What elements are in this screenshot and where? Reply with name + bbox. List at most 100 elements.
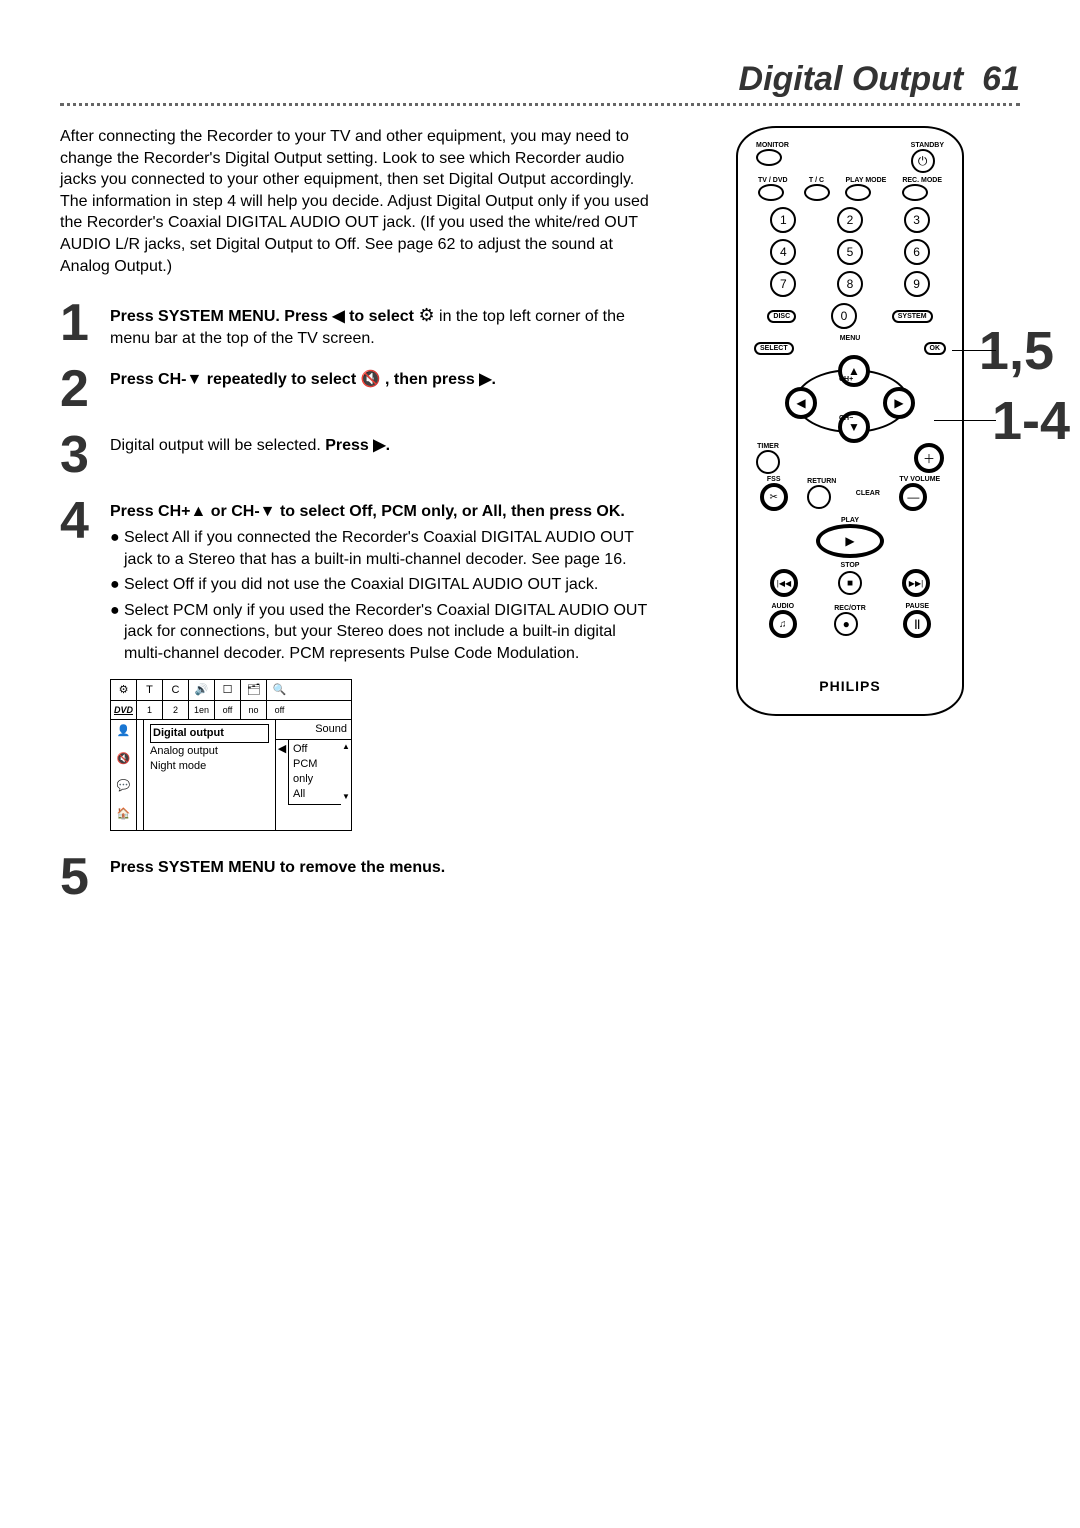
menu-right-2: All xyxy=(293,787,337,802)
digit-9-button[interactable]: 9 xyxy=(904,271,930,297)
callout-upper: 1,5 xyxy=(979,320,1054,382)
rec-button[interactable]: ● xyxy=(834,612,858,636)
menu-dvd-logo: DVD xyxy=(111,701,137,719)
rec-icon: ● xyxy=(843,617,850,631)
fss-label: FSS xyxy=(760,476,788,483)
digit-8-button[interactable]: 8 xyxy=(837,271,863,297)
menu-top-5: 🗂 xyxy=(241,680,267,701)
menu-top-4: ☐ xyxy=(215,680,241,701)
disc-button[interactable]: DISC xyxy=(767,310,796,323)
menu-right-arrow: ◀ xyxy=(276,740,288,804)
step-num-2: 2 xyxy=(60,363,110,415)
menu-top-1: T xyxy=(137,680,163,701)
step-4-bullet-2: Select PCM only if you used the Recorder… xyxy=(124,600,650,665)
digit-5-button[interactable]: 5 xyxy=(837,239,863,265)
fss-button[interactable]: ✂ xyxy=(760,483,788,511)
ch-minus-label: CH− xyxy=(839,415,853,422)
monitor-button[interactable] xyxy=(756,149,782,166)
step-num-1: 1 xyxy=(60,297,110,349)
play-icon xyxy=(845,534,854,548)
callout-line-upper xyxy=(952,350,996,351)
menu-side-3: 🏠 xyxy=(111,803,136,831)
title-text: Digital Output xyxy=(739,60,964,98)
stop-label: STOP xyxy=(750,562,950,569)
page-title: Digital Output 61 xyxy=(60,60,1020,99)
digit-6-button[interactable]: 6 xyxy=(904,239,930,265)
brand-label: PHILIPS xyxy=(750,678,950,694)
prev-icon: |◀◀ xyxy=(777,579,791,588)
menu-top2-6: off xyxy=(267,701,292,719)
recmode-label: REC. MODE xyxy=(902,177,942,184)
playmode-button[interactable] xyxy=(845,184,871,201)
step-5-bold: Press SYSTEM MENU to remove the menus. xyxy=(110,859,445,876)
menu-right-0: Off xyxy=(293,742,337,757)
timer-label: TIMER xyxy=(756,443,780,450)
down-arrow-icon xyxy=(848,420,860,434)
menu-top-6: 🔍 xyxy=(267,680,292,701)
recotr-label: REC/OTR xyxy=(834,605,866,612)
dpad: CH+ CH− xyxy=(785,359,915,439)
next-button[interactable]: ▶▶| xyxy=(902,569,930,597)
system-button[interactable]: SYSTEM xyxy=(892,310,933,323)
step-num-4: 4 xyxy=(60,495,110,664)
menu-side-1: 🔇 xyxy=(111,748,136,776)
recmode-button[interactable] xyxy=(902,184,928,201)
pause-icon: || xyxy=(914,619,920,630)
tv-dvd-button[interactable] xyxy=(758,184,784,201)
menu-top-3: 🔊 xyxy=(189,680,215,701)
step-num-5: 5 xyxy=(60,851,110,903)
digit-4-button[interactable]: 4 xyxy=(770,239,796,265)
menu-top-2: C xyxy=(163,680,189,701)
tv-volume-label: TV VOLUME xyxy=(899,476,940,483)
power-icon: ⏻ xyxy=(918,154,928,169)
audio-button[interactable]: ♫ xyxy=(769,610,797,638)
step-4-bold: Press CH+▲ or CH-▼ to select Off, PCM on… xyxy=(110,503,625,520)
standby-label: STANDBY xyxy=(911,142,944,149)
callout-line-lower xyxy=(934,420,996,421)
return-button[interactable] xyxy=(807,485,831,509)
stop-button[interactable]: ■ xyxy=(838,571,862,595)
dpad-left-button[interactable] xyxy=(785,387,817,419)
menu-label: MENU xyxy=(750,335,950,342)
ok-button[interactable]: OK xyxy=(924,342,947,355)
menu-center-1: Analog output xyxy=(150,744,269,759)
digit-3-button[interactable]: 3 xyxy=(904,207,930,233)
select-button[interactable]: SELECT xyxy=(754,342,794,355)
step-5: 5 Press SYSTEM MENU to remove the menus. xyxy=(60,851,650,903)
step-num-3: 3 xyxy=(60,429,110,481)
prev-button[interactable]: |◀◀ xyxy=(770,569,798,597)
digit-2-button[interactable]: 2 xyxy=(837,207,863,233)
step-1-bold: Press SYSTEM MENU. Press ◀ to select xyxy=(110,308,414,325)
callout-lower: 1-4 xyxy=(992,390,1070,452)
menu-center-2: Night mode xyxy=(150,759,269,774)
tc-button[interactable] xyxy=(804,184,830,201)
menu-diagram: ⚙ T C 🔊 ☐ 🗂 🔍 DVD 1 2 1en off no off xyxy=(110,679,352,832)
step-4-bullet-1: Select Off if you did not use the Coaxia… xyxy=(124,574,598,596)
scroll-up-icon: ▲ xyxy=(342,742,350,753)
digit-7-button[interactable]: 7 xyxy=(770,271,796,297)
left-arrow-icon xyxy=(796,396,805,410)
remote-control: 1,5 1-4 MONITOR STANDBY ⏻ xyxy=(736,126,964,716)
digit-0-button[interactable]: 0 xyxy=(831,303,857,329)
next-icon: ▶▶| xyxy=(909,579,923,588)
step-3: 3 Digital output will be selected. Press… xyxy=(60,429,650,481)
menu-top2-3: 1en xyxy=(189,701,215,719)
timer-button[interactable] xyxy=(756,450,780,474)
play-button[interactable] xyxy=(816,524,884,558)
step-2-bold: Press CH-▼ repeatedly to select 🔇 , then… xyxy=(110,371,496,388)
plus-button[interactable]: ＋ xyxy=(914,443,944,473)
playmode-label: PLAY MODE xyxy=(845,177,886,184)
clear-label: CLEAR xyxy=(856,490,880,497)
pause-button[interactable]: || xyxy=(903,610,931,638)
step-2: 2 Press CH-▼ repeatedly to select 🔇 , th… xyxy=(60,363,650,415)
menu-top2-5: no xyxy=(241,701,267,719)
minus-button[interactable]: — xyxy=(899,483,927,511)
audio-icon: ♫ xyxy=(779,619,787,630)
ch-plus-label: CH+ xyxy=(839,376,853,383)
digit-1-button[interactable]: 1 xyxy=(770,207,796,233)
audio-label: AUDIO xyxy=(769,603,797,610)
dpad-right-button[interactable] xyxy=(883,387,915,419)
standby-button[interactable]: ⏻ xyxy=(911,149,935,173)
menu-side-2: 💬 xyxy=(111,775,136,803)
stop-icon: ■ xyxy=(847,578,853,589)
